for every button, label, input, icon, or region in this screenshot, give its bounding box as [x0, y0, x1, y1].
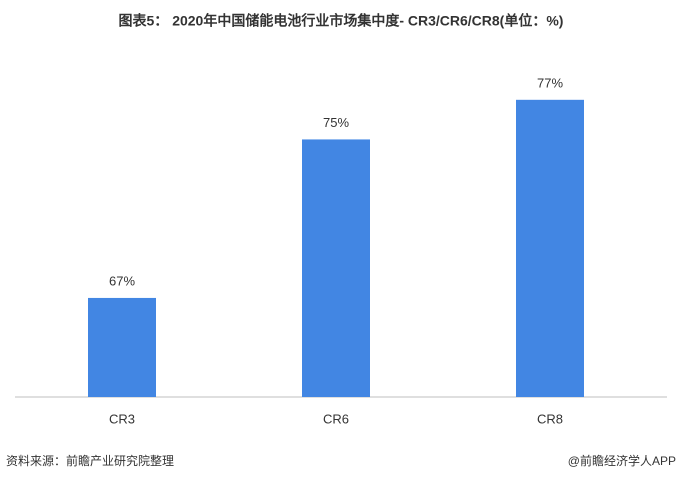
source-note: 资料来源：前瞻产业研究院整理 — [6, 453, 174, 468]
chart-title: 图表5： 2020年中国储能电池行业市场集中度- CR3/CR6/CR8(单位：… — [119, 13, 564, 29]
x-tick-label: CR3 — [109, 411, 135, 426]
bar — [302, 139, 370, 397]
brand-note: @前瞻经济学人APP — [568, 453, 676, 468]
value-label: 75% — [323, 115, 349, 130]
value-label: 77% — [537, 75, 563, 90]
bar — [516, 99, 584, 397]
bar — [88, 297, 156, 397]
value-label: 67% — [109, 273, 135, 288]
x-tick-label: CR6 — [323, 411, 349, 426]
x-tick-label: CR8 — [537, 411, 563, 426]
